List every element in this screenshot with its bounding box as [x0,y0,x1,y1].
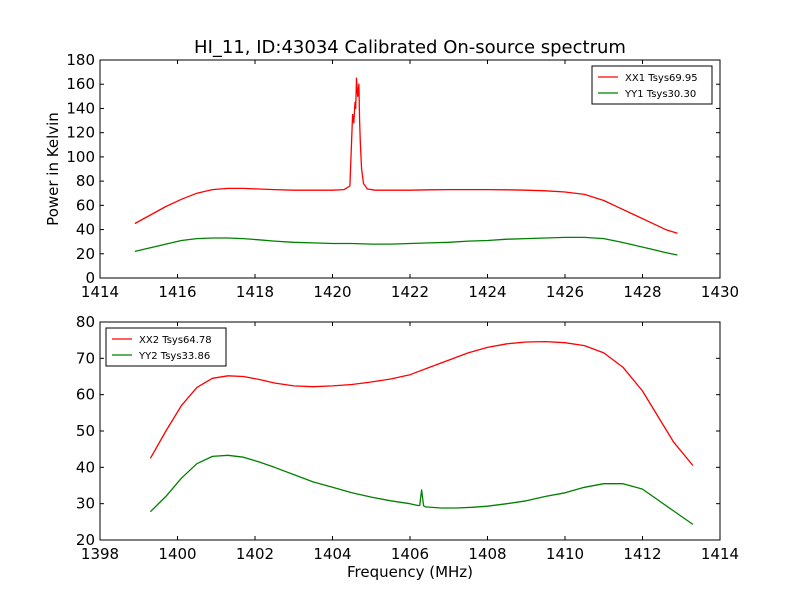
legend-box [105,327,227,367]
y-tick-label: 60 [76,386,95,404]
y-tick-label: 140 [66,99,95,117]
y-tick-label: 30 [76,495,95,513]
y-tick-label: 80 [76,172,95,190]
x-tick-label: 1400 [158,545,196,563]
y-tick-label: 120 [66,124,95,142]
series-line-1-1 [134,77,678,234]
y-tick-label: 50 [76,422,95,440]
x-tick-label: 1414 [701,545,739,563]
series-line-1-2 [134,236,678,256]
y-tick-label: 60 [76,196,95,214]
y-tick-label: 70 [76,349,95,367]
legend-2: XX2 Tsys64.78 YY2 Tsys33.86 [105,327,227,367]
x-tick-label: 1408 [468,545,506,563]
legend-entry: YY2 Tsys33.86 [138,351,210,362]
x-tick-label: 1428 [623,283,661,301]
y-tick-label: 20 [76,531,95,549]
x-tick-label: 1412 [623,545,661,563]
y-axis-label: Power in Kelvin [44,112,62,226]
x-tick-label: 1404 [313,545,351,563]
x-tick-label: 1414 [81,283,119,301]
legend-entry: YY1 Tsys30.30 [624,89,696,100]
x-tick-label: 1402 [236,545,274,563]
x-tick-label: 1424 [468,283,506,301]
y-tick-label: 80 [76,313,95,331]
x-tick-label: 1422 [391,283,429,301]
series-line-2-2 [149,454,694,525]
y-tick-label: 180 [66,51,95,69]
x-tick-label: 1416 [158,283,196,301]
legend-entry: XX1 Tsys69.95 [625,73,698,84]
y-tick-label: 40 [76,458,95,476]
x-tick-label: 1406 [391,545,429,563]
bottom-spectrum-plot: 1398 1400 1402 1404 1406 1408 1410 1412 1414 20 30… [76,313,739,581]
y-tick-label: 0 [85,269,95,287]
x-axis-label: Frequency (MHz) [347,563,473,581]
legend-box [591,65,713,105]
top-spectrum-plot: 1414 1416 1418 1420 1422 1424 1426 1428 1430 0 20 4… [44,51,739,301]
legend-entry: XX2 Tsys64.78 [139,335,212,346]
y-tick-label: 160 [66,75,95,93]
x-tick-label: 1426 [546,283,584,301]
x-tick-label: 1420 [313,283,351,301]
legend-1: XX1 Tsys69.95 YY1 Tsys30.30 [591,65,713,105]
x-tick-label: 1418 [236,283,274,301]
y-tick-label: 20 [76,245,95,263]
x-tick-label: 1398 [81,545,119,563]
series-line-2-1 [149,340,694,466]
x-tick-label: 1430 [701,283,739,301]
y-tick-label: 40 [76,221,95,239]
x-tick-label: 1410 [546,545,584,563]
chart-title: HI_11, ID:43034 Calibrated On-source spe… [194,37,626,58]
y-tick-label: 100 [66,148,95,166]
